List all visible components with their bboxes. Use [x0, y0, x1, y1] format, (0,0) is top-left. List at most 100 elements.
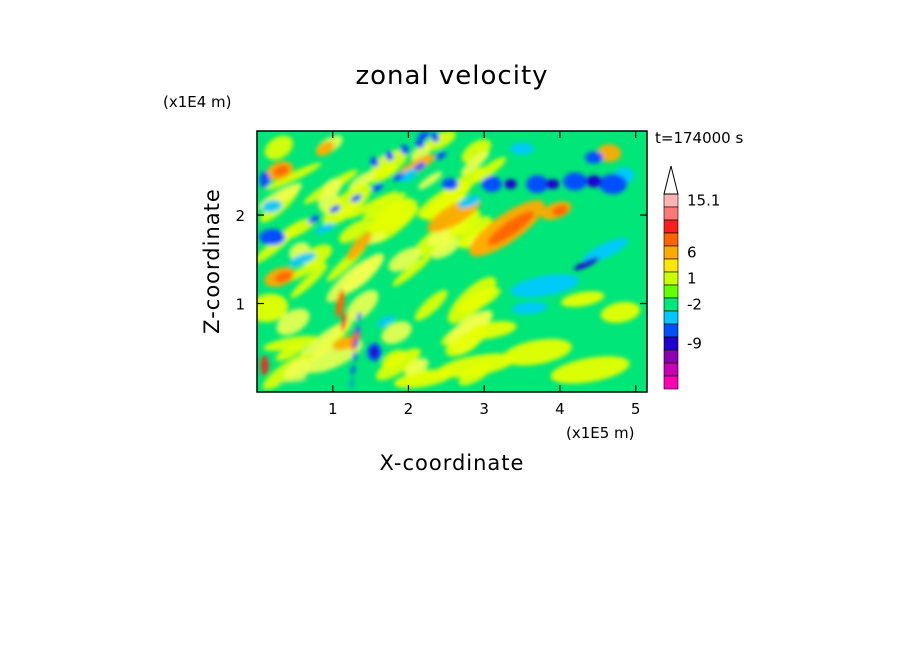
x-tick-label: 2: [404, 400, 414, 418]
field-patch: [585, 175, 602, 188]
field-patch: [393, 173, 405, 181]
field-patch: [448, 210, 481, 237]
field-patch: [502, 338, 572, 366]
y-tick-label: 1: [235, 296, 245, 314]
field-patch: [371, 183, 383, 192]
field-patch: [375, 348, 421, 381]
field-patch: [600, 301, 641, 323]
field-patch: [415, 138, 424, 149]
colorbar-bin: [663, 206, 679, 221]
y-tick-label: 2: [235, 207, 245, 225]
plot-area: [257, 131, 647, 392]
field-patch: [326, 257, 375, 303]
field-patch: [511, 301, 548, 315]
x-axis-label: X-coordinate: [380, 451, 525, 475]
field-patch: [376, 315, 395, 328]
field-patch: [284, 358, 312, 384]
colorbar-bin: [663, 193, 679, 208]
field-patch: [273, 165, 289, 177]
field-patch: [526, 175, 549, 194]
y-scale-label: (x1E4 m): [163, 93, 232, 111]
field-patch: [370, 157, 379, 167]
field-patch: [487, 211, 534, 246]
field-patch: [582, 238, 629, 263]
field-patch: [418, 131, 429, 141]
plot-frame: [256, 130, 648, 393]
field-patch: [347, 191, 398, 219]
field-patch: [573, 257, 600, 271]
field-patch: [550, 356, 630, 384]
field-patch: [418, 171, 443, 190]
field-patch: [259, 229, 286, 246]
field-patch: [265, 162, 322, 191]
field-patch: [431, 238, 461, 259]
colorbar-bin: [663, 323, 679, 338]
x-scale-label: (x1E5 m): [566, 424, 635, 442]
colorbar-tick-label: 6: [687, 244, 697, 262]
field-patch: [346, 289, 379, 322]
field-patch: [308, 215, 320, 224]
colorbar-bin: [663, 297, 679, 312]
field-patch: [332, 336, 356, 351]
field-patch: [442, 178, 459, 191]
y-axis-label: Z-coordinate: [200, 188, 224, 334]
field-patch: [350, 194, 362, 203]
field-patch: [257, 293, 289, 323]
field-patch: [430, 132, 440, 143]
field-patch: [290, 263, 328, 299]
colorbar-bin: [663, 362, 679, 377]
field-patch: [392, 254, 432, 287]
field-patch: [329, 204, 341, 213]
field-patch: [414, 289, 448, 321]
field-patch: [315, 223, 335, 234]
field-patch: [348, 170, 376, 192]
field-patch: [510, 142, 535, 155]
field-patch: [274, 271, 293, 283]
field-patch: [563, 172, 588, 191]
colorbar-bin: [663, 336, 679, 351]
colorbar-bin: [663, 375, 679, 390]
field-patch: [335, 289, 345, 318]
colorbar-bin: [663, 284, 679, 299]
colorbar-bin: [663, 219, 679, 234]
field-patch: [370, 346, 379, 359]
field-patch: [472, 156, 507, 183]
field-patch: [264, 135, 294, 160]
colorbar-bin: [663, 310, 679, 325]
field-patch: [552, 205, 568, 217]
field-patch: [457, 287, 501, 313]
field-patch: [355, 325, 360, 336]
field-patch: [481, 176, 502, 193]
field-patch: [424, 131, 456, 151]
field-patch: [545, 179, 560, 190]
colorbar-bin: [663, 271, 679, 286]
field-patch: [597, 144, 622, 163]
field-patch: [299, 319, 352, 359]
field-patch: [357, 311, 362, 322]
field-patch: [277, 379, 358, 388]
y-axis: 12: [235, 207, 647, 314]
field-patch: [338, 219, 371, 244]
field-patch: [435, 151, 447, 160]
colorbar: 15.1 6 1 -2 -9: [663, 165, 720, 390]
field-patch: [362, 192, 407, 221]
velocity-field: [257, 131, 641, 390]
field-patch: [504, 179, 517, 190]
colorbar-tick-label: -2: [687, 296, 702, 314]
field-patch: [460, 151, 490, 176]
colorbar-tick-label: -9: [687, 335, 702, 353]
colorbar-bin: [663, 349, 679, 364]
colorbar-bin: [663, 245, 679, 260]
field-patch: [467, 321, 517, 340]
field-patch: [414, 162, 426, 171]
field-patch: [422, 192, 466, 221]
field-patch: [315, 141, 335, 156]
field-patch: [437, 353, 517, 378]
field-patch: [260, 355, 269, 376]
field-patch: [367, 164, 399, 184]
field-patch: [289, 252, 316, 266]
field-patch: [388, 247, 422, 272]
field-patch: [584, 151, 603, 164]
x-tick-label: 1: [328, 400, 338, 418]
field-patch: [346, 231, 372, 261]
